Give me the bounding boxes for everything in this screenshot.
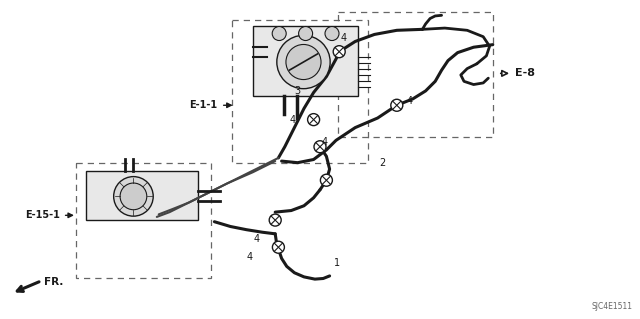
Circle shape bbox=[299, 26, 312, 41]
Circle shape bbox=[308, 114, 319, 126]
Circle shape bbox=[120, 183, 147, 210]
Circle shape bbox=[325, 26, 339, 41]
Text: 4: 4 bbox=[253, 234, 259, 244]
Text: 4: 4 bbox=[246, 252, 253, 262]
Circle shape bbox=[333, 46, 345, 58]
Text: E-15-1: E-15-1 bbox=[25, 210, 60, 220]
Circle shape bbox=[277, 35, 330, 89]
Bar bbox=[232, 20, 368, 163]
Circle shape bbox=[114, 177, 153, 216]
Text: 4: 4 bbox=[340, 33, 347, 43]
Bar bbox=[253, 26, 358, 96]
Text: 3: 3 bbox=[294, 86, 301, 96]
Bar bbox=[86, 171, 198, 220]
Circle shape bbox=[286, 44, 321, 79]
Text: 2: 2 bbox=[379, 158, 385, 168]
Text: 4: 4 bbox=[321, 137, 328, 147]
Circle shape bbox=[391, 99, 403, 111]
Text: SJC4E1511: SJC4E1511 bbox=[591, 302, 632, 311]
Circle shape bbox=[272, 26, 286, 41]
Text: E-8: E-8 bbox=[515, 68, 535, 78]
Circle shape bbox=[321, 174, 332, 186]
Bar bbox=[338, 12, 493, 137]
Text: 4: 4 bbox=[289, 115, 296, 125]
Circle shape bbox=[269, 214, 281, 226]
Text: 4: 4 bbox=[406, 96, 413, 107]
Text: E-1-1: E-1-1 bbox=[189, 100, 218, 110]
Text: FR.: FR. bbox=[44, 277, 63, 287]
Circle shape bbox=[314, 141, 326, 153]
Circle shape bbox=[273, 241, 284, 253]
Bar bbox=[76, 163, 211, 278]
Text: 1: 1 bbox=[334, 257, 340, 268]
